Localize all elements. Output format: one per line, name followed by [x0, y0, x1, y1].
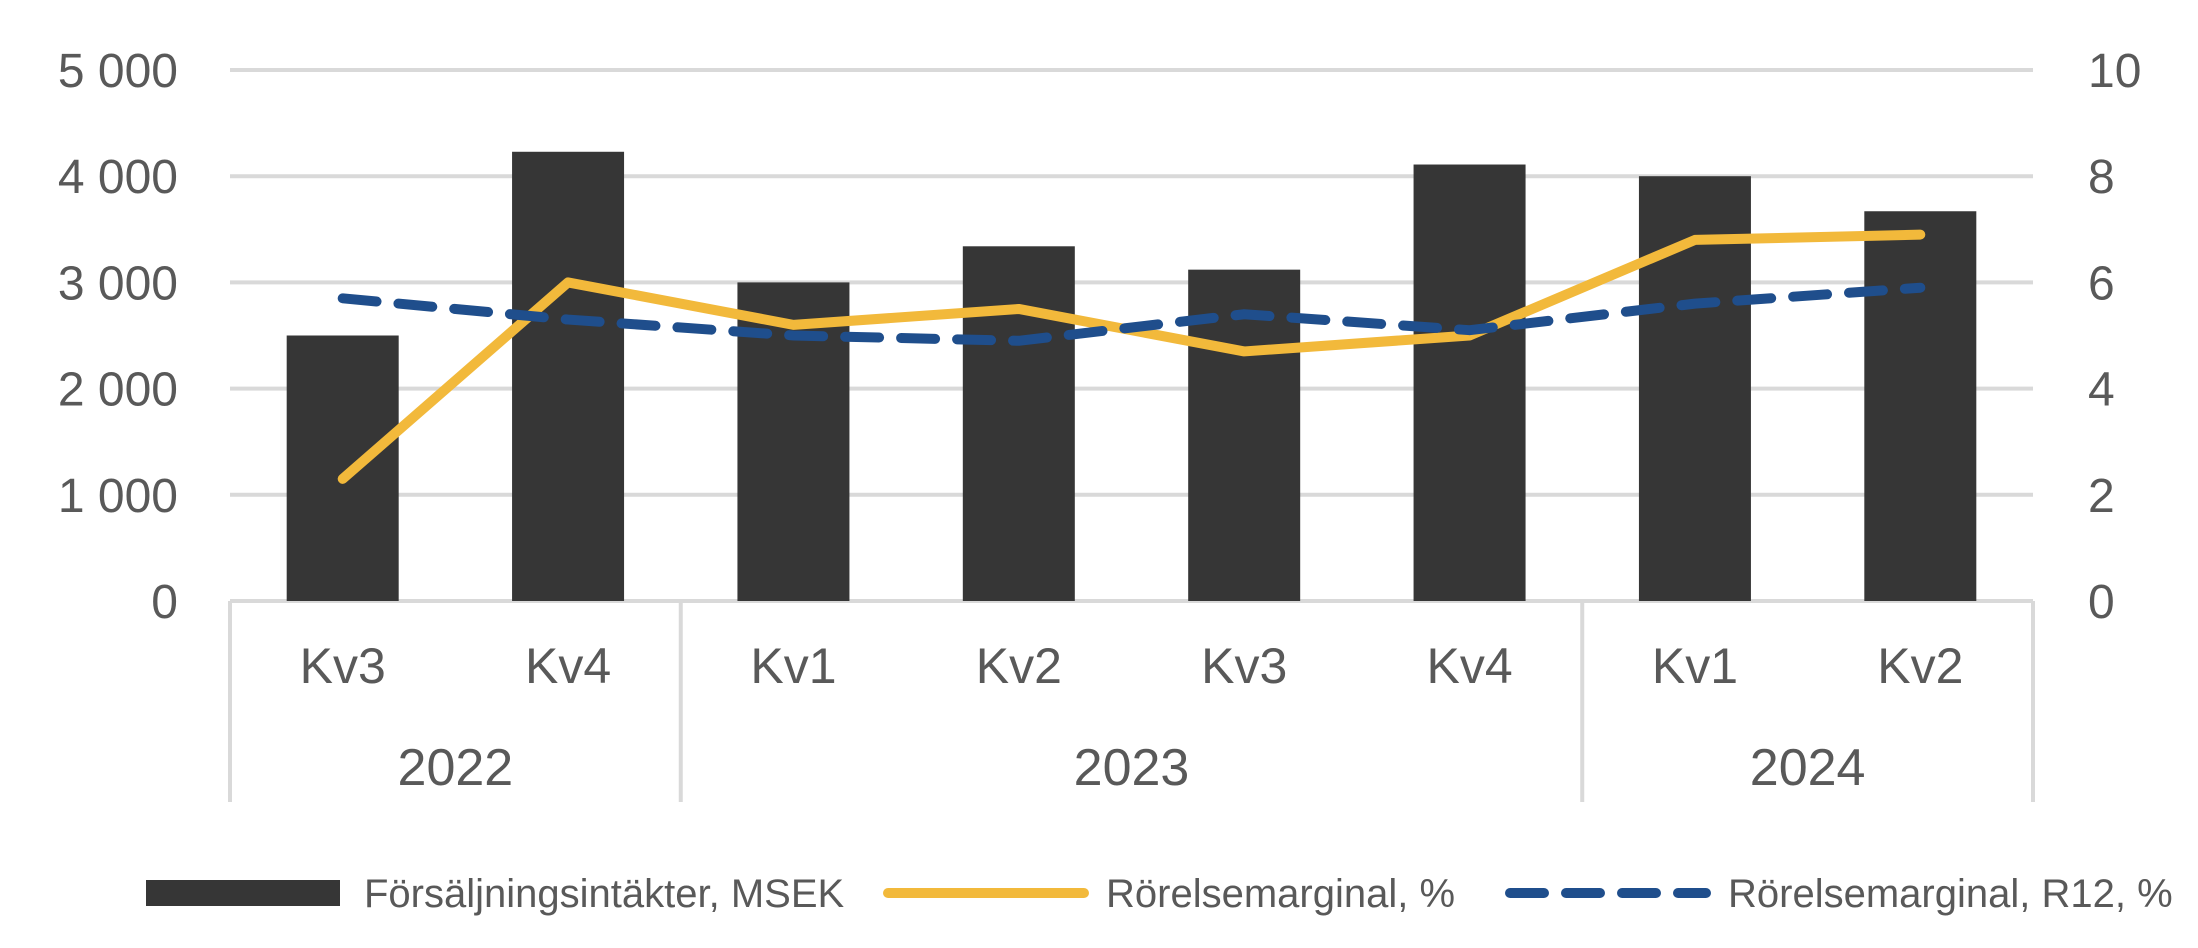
- right-tick-label: 8: [2088, 151, 2115, 204]
- category-labels: Kv3 Kv4 Kv1 Kv2 Kv3 Kv4 Kv1 Kv2: [300, 638, 1964, 694]
- category-label: Kv1: [1652, 638, 1738, 694]
- bar: [962, 246, 1075, 602]
- legend-label: Försäljningsintäkter, MSEK: [364, 872, 845, 916]
- right-tick-label: 10: [2088, 45, 2141, 98]
- category-label: Kv1: [750, 638, 836, 694]
- r12-margin-line: [337, 282, 1926, 346]
- right-tick-label: 2: [2088, 470, 2115, 523]
- bar: [1188, 269, 1301, 601]
- left-axis-ticks: 0 1 000 2 000 3 000 4 000 5 000: [58, 45, 178, 629]
- category-label: Kv4: [525, 638, 611, 694]
- bar: [512, 151, 625, 602]
- group-labels: 2022 2023 2024: [398, 739, 1866, 797]
- legend: Försäljningsintäkter, MSEK Rörelsemargina…: [146, 872, 2173, 916]
- legend-swatch-bar: [146, 880, 340, 906]
- left-tick-label: 5 000: [58, 45, 178, 98]
- bar: [1413, 164, 1526, 601]
- left-tick-label: 3 000: [58, 257, 178, 310]
- bar: [1864, 211, 1977, 601]
- category-label: Kv3: [1201, 638, 1287, 694]
- right-tick-label: 0: [2088, 576, 2115, 629]
- category-label: Kv4: [1426, 638, 1512, 694]
- legend-label: Rörelsemarginal, %: [1106, 872, 1455, 916]
- right-tick-label: 6: [2088, 257, 2115, 310]
- group-label: 2022: [398, 739, 514, 797]
- bar-series: [286, 151, 1977, 602]
- group-label: 2024: [1750, 739, 1866, 797]
- group-label: 2023: [1074, 739, 1190, 797]
- right-axis-ticks: 0 2 4 6 8 10: [2088, 45, 2141, 629]
- bar: [1638, 176, 1751, 601]
- left-tick-label: 1 000: [58, 470, 178, 523]
- category-label: Kv2: [1877, 638, 1963, 694]
- gridlines: [230, 68, 2033, 497]
- left-tick-label: 0: [151, 576, 178, 629]
- right-tick-label: 4: [2088, 364, 2115, 417]
- legend-label: Rörelsemarginal, R12, %: [1728, 872, 2173, 916]
- category-label: Kv2: [976, 638, 1062, 694]
- left-tick-label: 2 000: [58, 364, 178, 417]
- left-tick-label: 4 000: [58, 151, 178, 204]
- category-label: Kv3: [300, 638, 386, 694]
- bar: [286, 335, 399, 601]
- line-series: [337, 229, 1926, 484]
